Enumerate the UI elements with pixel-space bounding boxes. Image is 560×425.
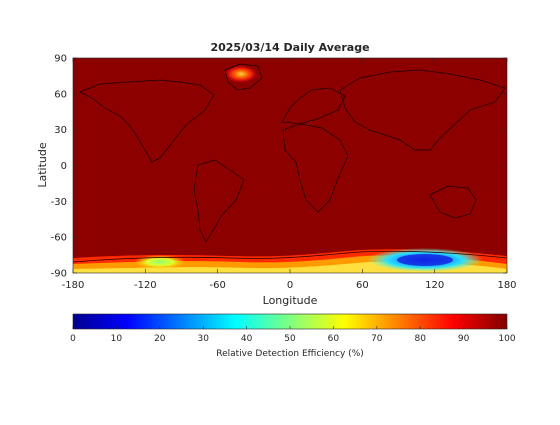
colorbar-label: Relative Detection Efficiency (%) [216, 349, 364, 359]
y-axis-label: Latitude [36, 142, 49, 188]
x-tick-label: -120 [134, 280, 157, 291]
x-axis-ticks: -180 -120 -60 0 60 120 180 [62, 58, 517, 291]
y-tick-label: 60 [54, 89, 67, 100]
y-tick-label: -90 [51, 269, 67, 280]
colorbar-tick-label: 100 [498, 334, 515, 344]
x-tick-label: 180 [497, 280, 516, 291]
y-tick-label: 90 [54, 54, 67, 65]
colorbar-ticks: 0 10 20 30 40 50 60 70 80 90 100 [70, 326, 516, 344]
colorbar-tick-label: 0 [70, 334, 76, 344]
x-axis-label: Longitude [263, 294, 318, 307]
colorbar-tick-label: 40 [241, 334, 253, 344]
coast-south-america [193, 159, 245, 243]
colorbar-tick-label: 90 [458, 334, 470, 344]
east-antarctica-core [397, 254, 453, 266]
coast-greenland [224, 63, 263, 91]
y-tick-label: 30 [54, 125, 67, 136]
chart-title: 2025/03/14 Daily Average [210, 41, 369, 54]
map-plot-area [73, 58, 507, 273]
x-tick-label: -180 [62, 280, 85, 291]
colorbar-tick-label: 70 [371, 334, 383, 344]
x-tick-label: 60 [356, 280, 369, 291]
x-tick-label: -60 [209, 280, 225, 291]
colorbar-tick-label: 20 [154, 334, 166, 344]
coast-north-america [79, 79, 215, 163]
coast-antarctica [73, 250, 507, 263]
colorbar-tick-label: 50 [284, 334, 296, 344]
colorbar-tick-label: 60 [328, 334, 340, 344]
y-axis-ticks: 90 60 30 0 -30 -60 -90 [51, 54, 507, 280]
colorbar-tick-label: 10 [111, 334, 123, 344]
map-background [73, 58, 507, 273]
coast-europe [281, 87, 346, 125]
y-tick-label: -30 [51, 197, 67, 208]
x-tick-label: 0 [287, 280, 293, 291]
colorbar-tick-label: 80 [414, 334, 426, 344]
coast-africa [282, 123, 349, 213]
colorbar-tick-label: 30 [197, 334, 209, 344]
y-tick-label: -60 [51, 233, 67, 244]
west-antarctica-region [134, 255, 186, 269]
coast-australia [429, 185, 477, 219]
coast-asia [339, 69, 506, 151]
coastlines [73, 63, 507, 263]
greenland-region [224, 65, 258, 83]
y-tick-label: 0 [61, 161, 67, 172]
x-tick-label: 120 [425, 280, 444, 291]
